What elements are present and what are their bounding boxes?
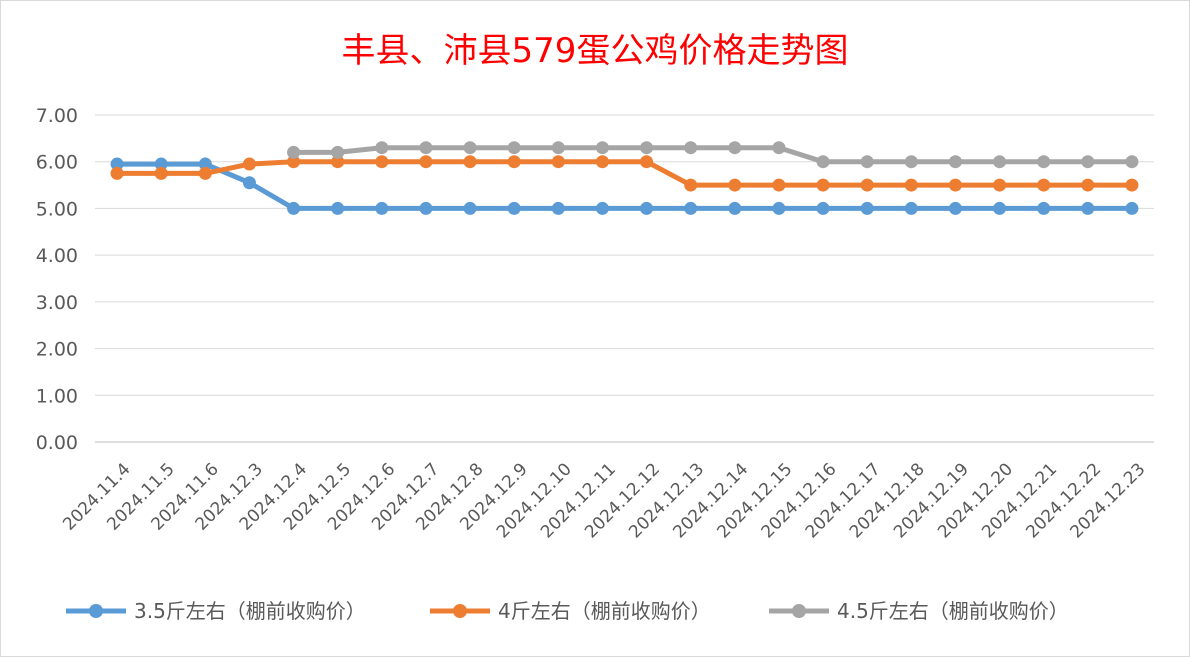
- data-point: [198, 166, 212, 180]
- series-line: [117, 161, 1132, 211]
- data-point: [948, 201, 962, 215]
- data-point: [551, 201, 565, 215]
- series-line: [293, 145, 1132, 165]
- data-point: [419, 201, 433, 215]
- legend-item: 4.5斤左右（棚前收购价）: [769, 599, 1069, 623]
- data-point: [419, 141, 433, 155]
- series-line: [117, 159, 1132, 188]
- legend-item: 4斤左右（棚前收购价）: [430, 599, 711, 623]
- data-point: [640, 155, 654, 169]
- data-point: [993, 201, 1007, 215]
- legend-item: 3.5斤左右（棚前收购价）: [66, 599, 366, 623]
- data-point: [1081, 155, 1095, 169]
- data-point: [507, 201, 521, 215]
- data-point: [507, 141, 521, 155]
- series-3: [287, 141, 1139, 169]
- data-point: [1081, 178, 1095, 192]
- data-point: [640, 141, 654, 155]
- data-point: [860, 201, 874, 215]
- data-point: [331, 145, 345, 159]
- data-point: [728, 178, 742, 192]
- data-point: [728, 201, 742, 215]
- series-1: [110, 157, 1139, 215]
- data-point: [198, 157, 212, 171]
- legend: 3.5斤左右（棚前收购价） 4斤左右（棚前收购价） 4.5斤左右（棚前收购价）: [66, 599, 1069, 623]
- data-point: [331, 201, 345, 215]
- data-point: [948, 155, 962, 169]
- y-tick-label: 5.00: [36, 198, 78, 220]
- data-point: [242, 157, 256, 171]
- data-point: [551, 141, 565, 155]
- data-point: [419, 155, 433, 169]
- data-point: [772, 178, 786, 192]
- data-point: [595, 155, 609, 169]
- data-point: [551, 155, 565, 169]
- y-tick-label: 2.00: [36, 339, 78, 361]
- data-point: [904, 178, 918, 192]
- data-point: [154, 166, 168, 180]
- data-point: [1125, 155, 1139, 169]
- data-point: [242, 176, 256, 190]
- y-tick-label: 7.00: [36, 105, 78, 127]
- data-point: [595, 201, 609, 215]
- data-point: [287, 201, 301, 215]
- data-point: [331, 155, 345, 169]
- y-tick-label: 1.00: [36, 385, 78, 407]
- data-point: [1125, 178, 1139, 192]
- data-point: [463, 201, 477, 215]
- data-point: [595, 141, 609, 155]
- data-point: [904, 201, 918, 215]
- data-point: [110, 166, 124, 180]
- y-tick-label: 6.00: [36, 152, 78, 174]
- data-point: [684, 201, 698, 215]
- data-point: [860, 155, 874, 169]
- data-point: [287, 145, 301, 159]
- data-point: [640, 201, 654, 215]
- series-2: [110, 155, 1139, 192]
- data-point: [772, 141, 786, 155]
- chart-title: 丰县、沛县579蛋公鸡价格走势图: [342, 31, 849, 71]
- legend-label: 3.5斤左右（棚前收购价）: [134, 599, 366, 623]
- data-point: [684, 141, 698, 155]
- data-point: [375, 155, 389, 169]
- series-group: [110, 141, 1139, 215]
- y-tick-label: 4.00: [36, 245, 78, 267]
- y-tick-label: 0.00: [36, 432, 78, 454]
- legend-marker: [792, 604, 806, 618]
- data-point: [684, 178, 698, 192]
- data-point: [1037, 178, 1051, 192]
- data-point: [993, 178, 1007, 192]
- data-point: [110, 157, 124, 171]
- data-point: [463, 141, 477, 155]
- data-point: [728, 141, 742, 155]
- data-point: [993, 155, 1007, 169]
- data-point: [463, 155, 477, 169]
- data-point: [904, 155, 918, 169]
- data-point: [816, 178, 830, 192]
- data-point: [1125, 201, 1139, 215]
- legend-label: 4.5斤左右（棚前收购价）: [837, 599, 1069, 623]
- y-tick-label: 3.00: [36, 292, 78, 314]
- data-point: [375, 201, 389, 215]
- data-point: [375, 141, 389, 155]
- data-point: [816, 155, 830, 169]
- data-point: [507, 155, 521, 169]
- data-point: [287, 155, 301, 169]
- data-point: [1037, 155, 1051, 169]
- data-point: [1081, 201, 1095, 215]
- legend-label: 4斤左右（棚前收购价）: [498, 599, 711, 623]
- y-axis-ticks: 0.00 1.00 2.00 3.00 4.00 5.00 6.00 7.00: [36, 105, 78, 454]
- data-point: [154, 157, 168, 171]
- legend-marker: [89, 604, 103, 618]
- data-point: [948, 178, 962, 192]
- legend-marker: [453, 604, 467, 618]
- data-point: [860, 178, 874, 192]
- data-point: [772, 201, 786, 215]
- data-point: [1037, 201, 1051, 215]
- data-point: [816, 201, 830, 215]
